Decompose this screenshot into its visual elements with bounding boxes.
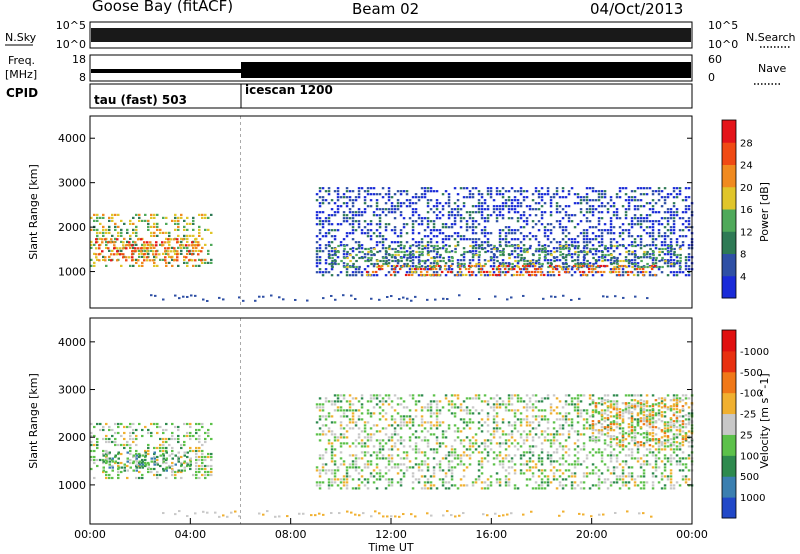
colorbar-swatch — [722, 275, 736, 299]
colorbar-swatch — [722, 413, 736, 435]
x-tick-label: 00:00 — [74, 528, 106, 541]
colorbar-swatch — [722, 164, 736, 188]
colorbar-swatch — [722, 209, 736, 232]
sky-right-tick-low: 10^0 — [708, 38, 738, 51]
velocity-colorbar-label: Velocity [m s^-1] — [758, 373, 771, 468]
power-y-label: Slant Range [km] — [27, 164, 40, 260]
colorbar-swatch — [722, 330, 736, 352]
colorbar-tick-label: 1000 — [740, 493, 765, 504]
y-tick-label: 3000 — [58, 384, 86, 397]
freq-right-tick-high: 60 — [708, 53, 722, 66]
velocity-echoes — [90, 318, 694, 524]
y-tick-label: 2000 — [58, 221, 86, 234]
x-tick-label: 08:00 — [275, 528, 307, 541]
freq-left-tick-high: 18 — [72, 53, 86, 66]
x-tick-label: 16:00 — [475, 528, 507, 541]
power-panel: 1000 2000 3000 4000 Slant Range [km] — [27, 115, 694, 309]
colorbar-swatch — [722, 142, 736, 165]
echo-region — [90, 422, 213, 480]
echo-region — [95, 238, 203, 262]
y-tick-label: 3000 — [58, 177, 86, 190]
colorbar-tick-label: 16 — [740, 205, 753, 216]
freq-panel: Freq. [MHz] 18 8 60 0 Nave — [5, 53, 786, 85]
velocity-y-label: Slant Range [km] — [27, 373, 40, 469]
colorbar-frame — [721, 329, 737, 519]
power-echoes — [90, 116, 694, 308]
x-tick-label: 00:00 — [676, 528, 708, 541]
colorbar-tick-label: -25 — [740, 410, 756, 421]
colorbar-tick-label: 100 — [740, 451, 759, 462]
freq-label: Freq. — [8, 54, 35, 67]
cpid-label: CPID — [6, 86, 38, 100]
n-sky-trace — [91, 28, 691, 42]
sky-panel: N.Sky 10^5 10^0 10^5 10^0 N.Search — [5, 19, 796, 51]
y-tick-label: 4000 — [58, 132, 86, 145]
freq-trace-left — [91, 69, 241, 73]
mhz-label: [MHz] — [5, 68, 37, 81]
colorbar-tick-label: 12 — [740, 227, 753, 238]
y-tick-label: 1000 — [58, 266, 86, 279]
sky-right-tick-high: 10^5 — [708, 19, 738, 32]
time-axis-ticks: 00:00 04:00 08:00 12:00 16:00 20:00 00:00 — [74, 518, 708, 541]
x-tick-label: 12:00 — [375, 528, 407, 541]
colorbar-swatch — [722, 476, 736, 498]
echo-region — [591, 399, 694, 447]
cpid-mode-1: tau (fast) 503 — [94, 93, 187, 107]
n-search-label: N.Search — [746, 31, 796, 44]
velocity-panel: 1000 2000 3000 4000 Slant Range [km] — [27, 317, 694, 525]
power-colorbar: 4 8 12 16 20 24 28 — [721, 119, 753, 299]
colorbar-swatch — [722, 434, 736, 456]
colorbar-tick-label: 8 — [740, 250, 746, 261]
velocity-y-ticks: 1000 2000 3000 4000 — [58, 336, 692, 492]
colorbar-tick-label: -500 — [740, 368, 763, 379]
colorbar-tick-label: 20 — [740, 183, 753, 194]
colorbar-tick-label: 25 — [740, 430, 753, 441]
colorbar-tick-label: 24 — [740, 161, 753, 172]
freq-right-tick-low: 0 — [708, 71, 715, 84]
colorbar-tick-label: 28 — [740, 138, 753, 149]
echo-region — [102, 451, 192, 472]
freq-left-tick-low: 8 — [79, 71, 86, 84]
sky-left-tick-low: 10^0 — [56, 38, 86, 51]
station-title: Goose Bay (fitACF) — [92, 0, 233, 15]
ground-scatter-strip — [150, 294, 649, 302]
colorbar-swatch — [722, 350, 736, 373]
colorbar-tick-label: 4 — [740, 272, 746, 283]
cpid-mode-2: icescan 1200 — [245, 83, 333, 97]
y-tick-label: 1000 — [58, 479, 86, 492]
date-title: 04/Oct/2013 — [590, 0, 683, 18]
y-tick-label: 4000 — [58, 336, 86, 349]
colorbar-tick-label: -1000 — [740, 347, 769, 358]
n-sky-label: N.Sky — [5, 31, 37, 44]
colorbar-swatch — [722, 231, 736, 254]
colorbar-swatch — [722, 253, 736, 277]
colorbar-swatch — [722, 120, 736, 143]
sky-left-tick-high: 10^5 — [56, 19, 86, 32]
ground-scatter-strip — [162, 510, 653, 518]
power-colorbar-label: Power [dB] — [758, 182, 771, 242]
echo-region — [365, 264, 657, 277]
x-tick-label: 04:00 — [174, 528, 206, 541]
beam-title: Beam 02 — [352, 0, 419, 18]
colorbar-swatch — [722, 392, 736, 415]
colorbar-swatch — [722, 497, 736, 519]
power-y-ticks: 1000 2000 3000 4000 — [58, 132, 692, 279]
colorbar-tick-label: -100 — [740, 389, 763, 400]
colorbar-tick-label: 500 — [740, 472, 759, 483]
velocity-colorbar: 1000 500 100 25 -25 -100 -500 -1000 — [721, 329, 769, 519]
time-axis-label: Time UT — [367, 541, 413, 554]
colorbar-swatch — [722, 186, 736, 210]
cpid-panel: CPID tau (fast) 503 icescan 1200 — [6, 83, 693, 109]
nave-label: Nave — [758, 62, 786, 75]
echo-region — [315, 394, 694, 490]
colorbar-frame — [721, 119, 737, 299]
colorbar-swatch — [722, 455, 736, 477]
colorbar-swatch — [722, 371, 736, 394]
x-tick-label: 20:00 — [576, 528, 608, 541]
echo-region — [328, 244, 682, 269]
freq-trace-right — [241, 62, 691, 78]
y-tick-label: 2000 — [58, 431, 86, 444]
